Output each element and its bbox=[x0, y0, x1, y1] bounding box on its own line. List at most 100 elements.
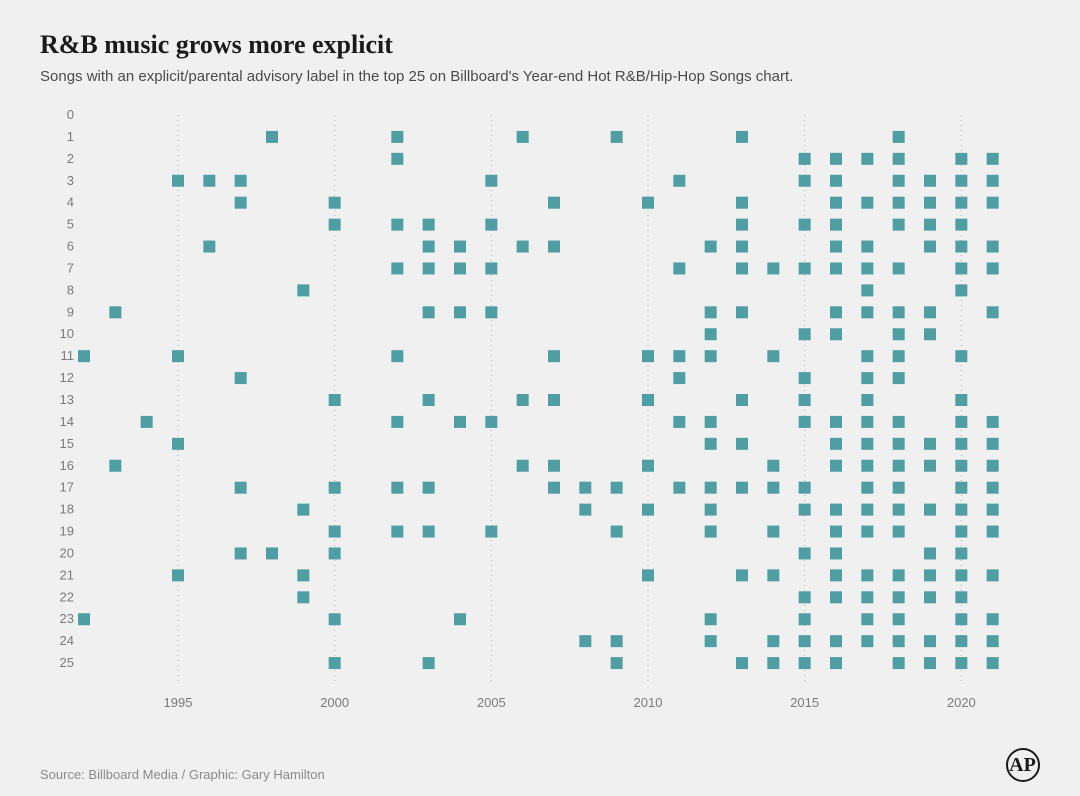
data-marker bbox=[830, 262, 842, 274]
data-marker bbox=[861, 416, 873, 428]
data-marker bbox=[893, 591, 905, 603]
data-marker bbox=[799, 175, 811, 187]
data-marker bbox=[736, 197, 748, 209]
data-marker bbox=[830, 591, 842, 603]
data-marker bbox=[861, 262, 873, 274]
data-marker bbox=[642, 394, 654, 406]
data-marker bbox=[955, 526, 967, 538]
data-marker bbox=[642, 350, 654, 362]
data-marker bbox=[830, 328, 842, 340]
y-axis-label: 13 bbox=[60, 392, 74, 407]
data-marker bbox=[893, 328, 905, 340]
data-marker bbox=[830, 460, 842, 472]
data-marker bbox=[391, 526, 403, 538]
data-marker bbox=[861, 372, 873, 384]
data-marker bbox=[955, 438, 967, 450]
data-marker bbox=[329, 613, 341, 625]
data-marker bbox=[955, 350, 967, 362]
data-marker bbox=[642, 460, 654, 472]
data-marker bbox=[861, 284, 873, 296]
data-marker bbox=[955, 635, 967, 647]
data-marker bbox=[893, 504, 905, 516]
data-marker bbox=[329, 219, 341, 231]
data-marker bbox=[767, 482, 779, 494]
data-marker bbox=[861, 350, 873, 362]
data-marker bbox=[987, 241, 999, 253]
data-marker bbox=[830, 526, 842, 538]
data-marker bbox=[673, 262, 685, 274]
data-marker bbox=[673, 416, 685, 428]
data-marker bbox=[799, 372, 811, 384]
data-marker bbox=[423, 482, 435, 494]
data-marker bbox=[799, 153, 811, 165]
data-marker bbox=[893, 306, 905, 318]
data-marker bbox=[485, 262, 497, 274]
data-marker bbox=[987, 438, 999, 450]
data-marker bbox=[861, 153, 873, 165]
data-marker bbox=[861, 504, 873, 516]
y-axis-label: 8 bbox=[67, 282, 74, 297]
data-marker bbox=[736, 438, 748, 450]
data-marker bbox=[235, 372, 247, 384]
data-marker bbox=[673, 350, 685, 362]
data-marker bbox=[423, 262, 435, 274]
data-marker bbox=[673, 482, 685, 494]
data-marker bbox=[893, 635, 905, 647]
data-marker bbox=[987, 657, 999, 669]
data-marker bbox=[799, 591, 811, 603]
data-marker bbox=[861, 394, 873, 406]
data-marker bbox=[893, 219, 905, 231]
data-marker bbox=[987, 526, 999, 538]
data-marker bbox=[830, 306, 842, 318]
data-marker bbox=[485, 219, 497, 231]
data-marker bbox=[517, 394, 529, 406]
data-marker bbox=[611, 131, 623, 143]
y-axis-label: 4 bbox=[67, 195, 74, 210]
data-marker bbox=[924, 657, 936, 669]
data-marker bbox=[830, 504, 842, 516]
data-marker bbox=[893, 460, 905, 472]
data-marker bbox=[736, 482, 748, 494]
data-marker bbox=[893, 350, 905, 362]
data-marker bbox=[736, 306, 748, 318]
data-marker bbox=[611, 657, 623, 669]
data-marker bbox=[517, 241, 529, 253]
data-marker bbox=[767, 526, 779, 538]
data-marker bbox=[893, 569, 905, 581]
data-marker bbox=[266, 131, 278, 143]
data-marker bbox=[736, 569, 748, 581]
data-marker bbox=[955, 394, 967, 406]
data-marker bbox=[642, 504, 654, 516]
data-marker bbox=[329, 197, 341, 209]
data-marker bbox=[203, 175, 215, 187]
data-marker bbox=[924, 328, 936, 340]
data-marker bbox=[579, 635, 591, 647]
data-marker bbox=[893, 482, 905, 494]
data-marker bbox=[987, 504, 999, 516]
data-marker bbox=[987, 175, 999, 187]
data-marker bbox=[736, 219, 748, 231]
data-marker bbox=[423, 306, 435, 318]
data-marker bbox=[830, 175, 842, 187]
data-marker bbox=[955, 460, 967, 472]
data-marker bbox=[987, 482, 999, 494]
y-axis-label: 5 bbox=[67, 217, 74, 232]
data-marker bbox=[987, 306, 999, 318]
data-marker bbox=[893, 416, 905, 428]
data-marker bbox=[705, 635, 717, 647]
data-marker bbox=[736, 241, 748, 253]
data-marker bbox=[987, 262, 999, 274]
data-marker bbox=[705, 482, 717, 494]
data-marker bbox=[924, 569, 936, 581]
data-marker bbox=[109, 460, 121, 472]
data-marker bbox=[454, 241, 466, 253]
y-axis-label: 11 bbox=[61, 348, 75, 363]
data-marker bbox=[830, 438, 842, 450]
data-marker bbox=[548, 482, 560, 494]
data-marker bbox=[924, 635, 936, 647]
data-marker bbox=[799, 219, 811, 231]
data-marker bbox=[893, 175, 905, 187]
data-marker bbox=[705, 613, 717, 625]
data-marker bbox=[955, 241, 967, 253]
x-axis-label: 1995 bbox=[164, 695, 193, 710]
